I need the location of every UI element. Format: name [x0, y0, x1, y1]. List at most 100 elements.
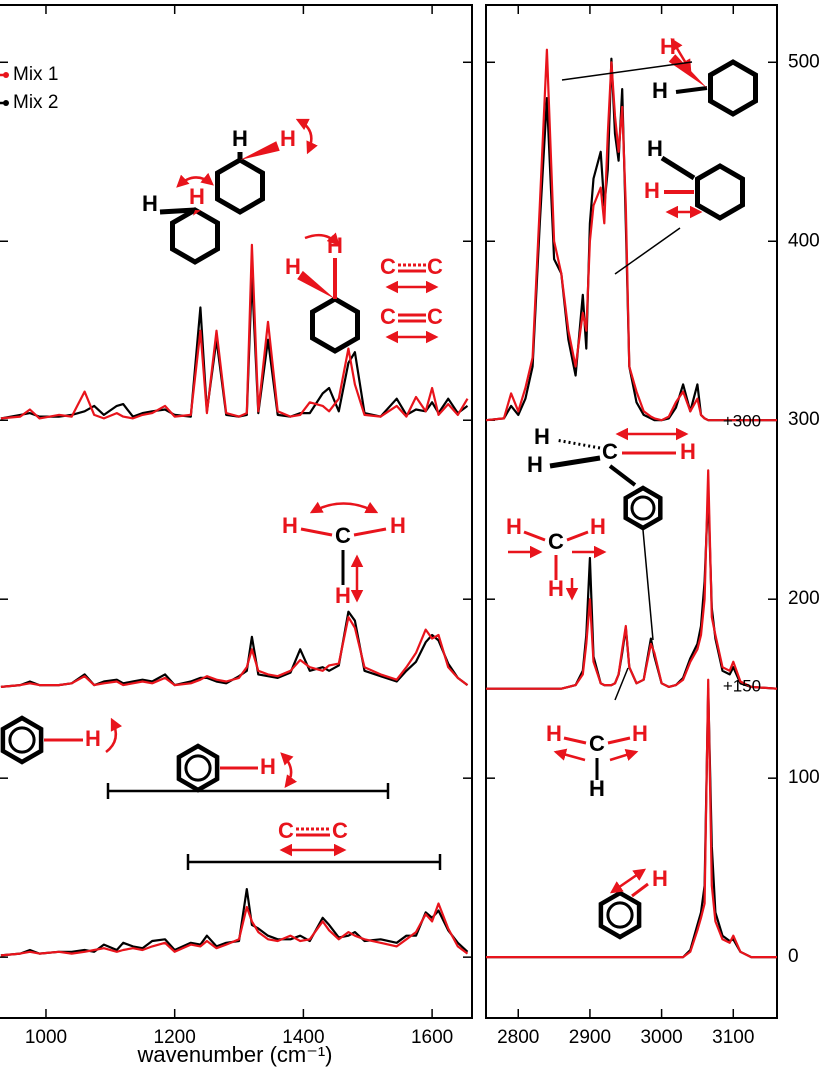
motion-arrow: [609, 868, 647, 894]
atom-label: C: [380, 254, 396, 279]
aromatic-ring: [606, 901, 634, 929]
atom-label: H: [652, 866, 668, 891]
legend-label: Mix 1: [13, 64, 58, 85]
motion-arrow: [553, 748, 586, 762]
molecule-ring: [598, 890, 642, 940]
wedge-bond: [192, 210, 202, 216]
bond: [523, 530, 546, 542]
legend-label: Mix 2: [13, 92, 58, 113]
atom-label: H: [260, 754, 276, 779]
x-axis-label: wavenumber (cm⁻¹): [137, 1042, 333, 1067]
atom-label: H: [280, 126, 296, 151]
spectrum-line: [0, 902, 469, 957]
atom-label: C: [427, 254, 443, 279]
aromatic-ring: [8, 726, 36, 754]
spectrum-line: [0, 610, 469, 688]
y-tick-label: 0: [788, 946, 799, 967]
atom-label: H: [590, 514, 606, 539]
atom-label: H: [527, 452, 543, 477]
molecule-ring: [0, 715, 44, 765]
atom-label: H: [282, 513, 298, 538]
atom-label: H: [534, 424, 550, 449]
atom-label: H: [632, 721, 648, 746]
legend: Mix 1 Mix 2: [0, 64, 58, 113]
bond: [566, 530, 589, 542]
bond: [660, 155, 696, 181]
motion-arrow: [670, 37, 692, 73]
offset-label: +150: [723, 676, 761, 695]
aromatic-ring: [184, 754, 212, 782]
y-tick-label: 500: [788, 51, 820, 72]
bond: [353, 527, 387, 537]
bond: [642, 529, 654, 641]
bond: [159, 207, 196, 215]
x-tick-label: 2900: [569, 1027, 611, 1048]
atom-label: C: [602, 439, 618, 464]
spectrum-line: [0, 274, 469, 420]
spectrum-line: [486, 48, 777, 422]
motion-arrow: [609, 748, 639, 762]
atom-label: C: [332, 818, 348, 843]
molecule-ring: [215, 157, 265, 215]
bond: [631, 882, 649, 898]
y-tick-label: 100: [788, 767, 820, 788]
atom-label: C: [380, 304, 396, 329]
panel-frame: [485, 4, 778, 1019]
bond: [675, 86, 708, 94]
atom-label: H: [546, 721, 562, 746]
molecule-ring: [310, 296, 360, 354]
molecule-ring: [708, 59, 758, 117]
atom-label: H: [285, 254, 301, 279]
bond: [614, 667, 629, 701]
atom-label: H: [390, 513, 406, 538]
molecule-ring: [170, 207, 220, 265]
legend-marker: [3, 100, 9, 106]
y-tick-label: 400: [788, 230, 820, 251]
atom-label: H: [335, 583, 351, 608]
molecule-ring: [623, 485, 663, 531]
atom-label: H: [548, 576, 564, 601]
atom-label: C: [278, 818, 294, 843]
atom-label: H: [189, 184, 205, 209]
y-tick-label: 200: [788, 588, 820, 609]
molecule-ring: [695, 163, 745, 221]
x-tick-label: 1000: [25, 1027, 67, 1048]
motion-arrow: [304, 232, 340, 246]
motion-arrow: [280, 752, 297, 789]
spectrum-line: [486, 469, 777, 690]
motion-arrow: [105, 717, 123, 753]
x-tick-label: 3000: [640, 1027, 682, 1048]
x-tick-label: 1200: [154, 1027, 196, 1048]
bond: [555, 438, 601, 450]
atom-label: H: [652, 78, 668, 103]
y-tick-label: 300: [788, 409, 820, 430]
wedge-bond: [297, 270, 335, 299]
wedge-bond: [240, 141, 280, 160]
x-tick-label: 1400: [282, 1027, 324, 1048]
motion-arrow: [176, 172, 214, 188]
x-tick-label: 3100: [712, 1027, 754, 1048]
x-tick-label: 1600: [411, 1027, 453, 1048]
bond: [561, 61, 693, 81]
spectrum-line: [0, 243, 469, 420]
atom-label: C: [589, 731, 605, 756]
bond: [549, 455, 601, 469]
atom-label: C: [335, 523, 351, 548]
motion-arrow: [295, 118, 318, 155]
atom-label: H: [660, 34, 676, 59]
wedge-bond: [668, 54, 707, 88]
atom-label: H: [142, 191, 158, 216]
spectrum-line: [486, 678, 777, 959]
offset-label: +300: [723, 411, 761, 430]
atom-label: H: [647, 136, 663, 161]
atom-label: C: [548, 529, 564, 554]
atom-label: H: [327, 233, 343, 258]
x-tick-label: 2800: [497, 1027, 539, 1048]
bond: [607, 736, 631, 745]
atom-label: H: [589, 776, 605, 801]
legend-marker: [3, 72, 9, 78]
atom-label: H: [644, 178, 660, 203]
atom-label: H: [85, 726, 101, 751]
motion-arrow: [309, 501, 379, 514]
